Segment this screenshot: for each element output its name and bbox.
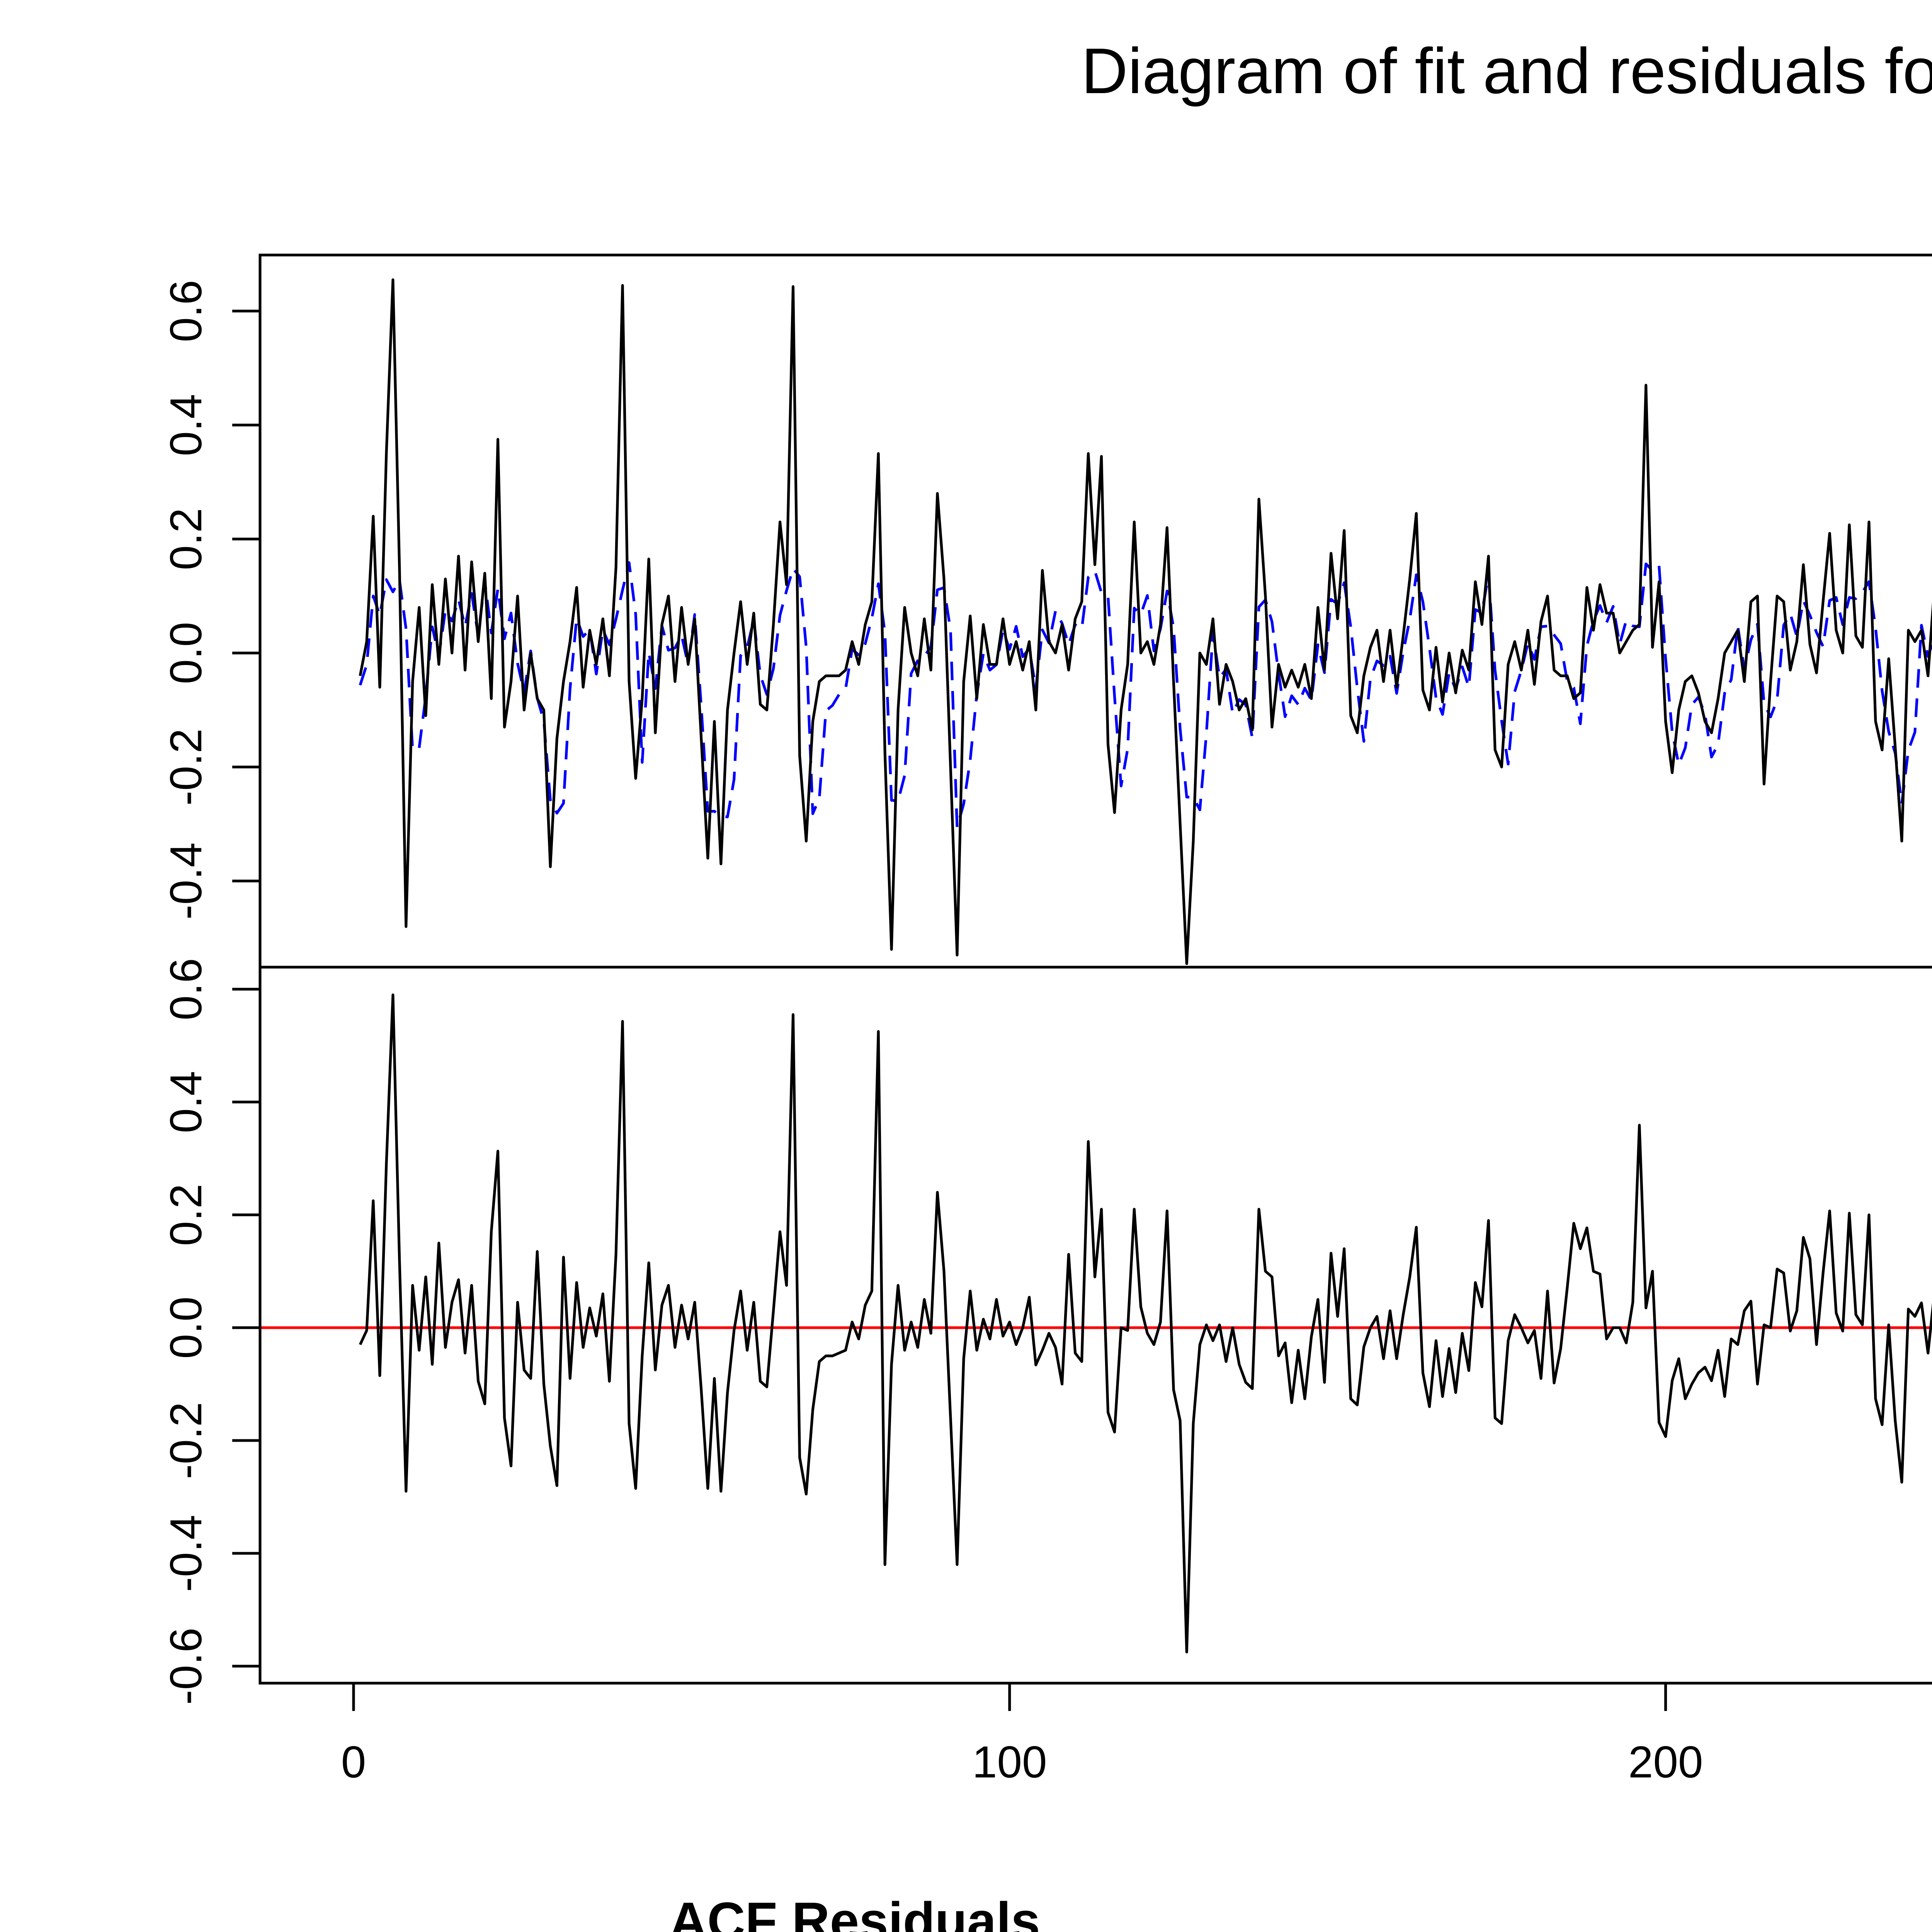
svg-text:0.0: 0.0: [161, 1296, 211, 1359]
svg-text:0.0: 0.0: [161, 622, 211, 684]
svg-text:100: 100: [972, 1737, 1047, 1787]
svg-text:0.6: 0.6: [161, 280, 211, 342]
svg-text:200: 200: [1628, 1737, 1703, 1787]
svg-text:0.4: 0.4: [161, 394, 211, 456]
svg-text:0.2: 0.2: [161, 1184, 211, 1246]
svg-text:0.6: 0.6: [161, 958, 211, 1020]
svg-text:-0.4: -0.4: [161, 1515, 211, 1592]
svg-text:0: 0: [341, 1737, 366, 1787]
svg-text:0.2: 0.2: [161, 508, 211, 570]
svg-text:-0.4: -0.4: [161, 842, 211, 920]
svg-text:-0.2: -0.2: [161, 728, 211, 806]
svg-text:0.4: 0.4: [161, 1071, 211, 1133]
svg-text:ACF Residuals: ACF Residuals: [669, 1891, 1040, 1932]
svg-text:Diagram of fit and residuals f: Diagram of fit and residuals for Potato: [1081, 35, 1932, 107]
svg-text:-0.6: -0.6: [161, 1628, 211, 1705]
svg-text:-0.2: -0.2: [161, 1402, 211, 1479]
